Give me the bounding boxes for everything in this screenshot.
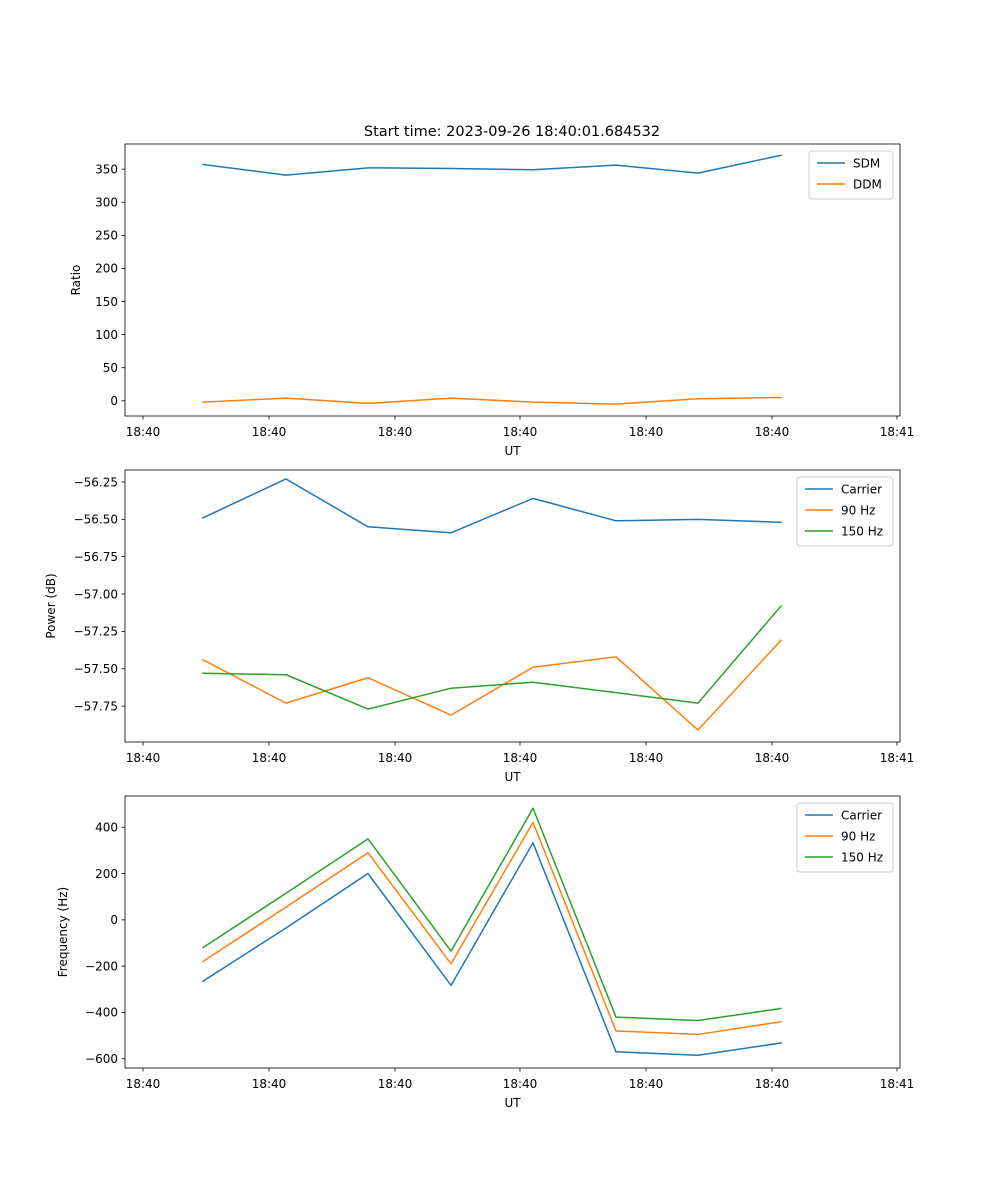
y-tick-label: −57.00	[74, 587, 118, 601]
axes-frame	[124, 795, 901, 1069]
legend-label: 150 Hz	[841, 850, 883, 864]
series-line-ddm	[202, 396, 782, 405]
x-tick-label: 18:40	[252, 425, 287, 439]
subplot-3: 18:40 18:40 18:40 18:40 18:40 18:40 18:41 −600 −…	[56, 795, 915, 1110]
x-tick-label: 18:40	[378, 425, 413, 439]
x-tick-label: 18:40	[126, 751, 161, 765]
y-tick-label: −57.50	[74, 662, 118, 676]
y-tick-label: −57.25	[74, 625, 118, 639]
x-tick-label: 18:40	[755, 425, 790, 439]
y-tick-label: 200	[95, 262, 118, 276]
series-line-150-hz	[202, 604, 783, 710]
legend-label: DDM	[853, 177, 882, 191]
x-tick-label: 18:40	[503, 425, 538, 439]
x-tick-label: 18:40	[126, 1077, 161, 1091]
subplot-2: 18:40 18:40 18:40 18:40 18:40 18:40 18:41 −57.7…	[44, 469, 915, 784]
legend-label: SDM	[853, 156, 880, 170]
legend-label: 90 Hz	[841, 829, 875, 843]
series-line-sdm	[202, 154, 782, 176]
x-tick-label: 18:41	[880, 425, 915, 439]
y-tick-label: −56.50	[74, 513, 118, 527]
legend: Carrier 90 Hz 150 Hz	[796, 802, 894, 873]
x-tick-label: 18:40	[503, 751, 538, 765]
subplot-1: 18:40 18:40 18:40 18:40 18:40 18:40 18:41 0 50 10…	[69, 143, 915, 458]
x-axis-label: UT	[504, 1096, 521, 1110]
legend-box	[796, 802, 894, 873]
y-tick-label: 300	[95, 196, 118, 210]
x-tick-label: 18:40	[378, 1077, 413, 1091]
y-tick-label: −56.75	[74, 550, 118, 564]
legend: Carrier 90 Hz 150 Hz	[796, 476, 894, 547]
series-line-carrier	[201, 842, 782, 1057]
legend-label: 90 Hz	[841, 503, 875, 517]
legend-label: Carrier	[841, 482, 882, 496]
legend-box	[796, 476, 894, 547]
x-tick-label: 18:40	[252, 751, 287, 765]
series-line-90-hz	[201, 639, 783, 731]
y-tick-label: 0	[110, 394, 118, 408]
y-tick-label: 150	[95, 295, 118, 309]
x-tick-label: 18:40	[252, 1077, 287, 1091]
series-line-90-hz	[201, 821, 782, 1036]
y-tick-label: 250	[95, 229, 118, 243]
x-axis-label: UT	[504, 444, 521, 458]
y-tick-label: 350	[95, 162, 118, 176]
x-tick-label: 18:41	[880, 1077, 915, 1091]
series-line-carrier	[202, 478, 782, 534]
axes-frame	[124, 143, 901, 417]
x-tick-label: 18:40	[629, 425, 664, 439]
legend: SDM DDM	[808, 150, 894, 200]
series-line-150-hz	[201, 807, 782, 1022]
y-tick-label: −57.75	[74, 699, 118, 713]
y-axis-label: Power (dB)	[44, 573, 58, 638]
x-tick-label: 18:40	[755, 1077, 790, 1091]
y-axis-label: Ratio	[69, 265, 83, 296]
x-tick-label: 18:40	[503, 1077, 538, 1091]
x-axis-label: UT	[504, 770, 521, 784]
axes-frame	[124, 469, 901, 743]
y-tick-label: 100	[95, 328, 118, 342]
figure-title: Start time: 2023-09-26 18:40:01.684532	[364, 124, 660, 140]
y-axis-label: Frequency (Hz)	[56, 887, 70, 978]
y-tick-label: −400	[85, 1006, 118, 1020]
x-tick-label: 18:40	[755, 751, 790, 765]
legend-label: 150 Hz	[841, 524, 883, 538]
x-tick-label: 18:40	[126, 425, 161, 439]
y-tick-label: −56.25	[74, 475, 118, 489]
x-tick-label: 18:40	[629, 1077, 664, 1091]
x-tick-label: 18:41	[880, 751, 915, 765]
y-tick-label: −200	[85, 959, 118, 973]
legend-label: Carrier	[841, 808, 882, 822]
y-tick-label: 0	[110, 913, 118, 927]
plots: 18:40 18:40 18:40 18:40 18:40 18:40 18:41 0 50 10…	[44, 143, 915, 1110]
y-tick-label: −600	[85, 1052, 118, 1066]
x-tick-label: 18:40	[629, 751, 664, 765]
y-tick-label: 400	[95, 821, 118, 835]
legend-box	[808, 150, 894, 200]
x-tick-label: 18:40	[378, 751, 413, 765]
y-tick-label: 50	[103, 361, 118, 375]
y-tick-label: 200	[95, 867, 118, 881]
